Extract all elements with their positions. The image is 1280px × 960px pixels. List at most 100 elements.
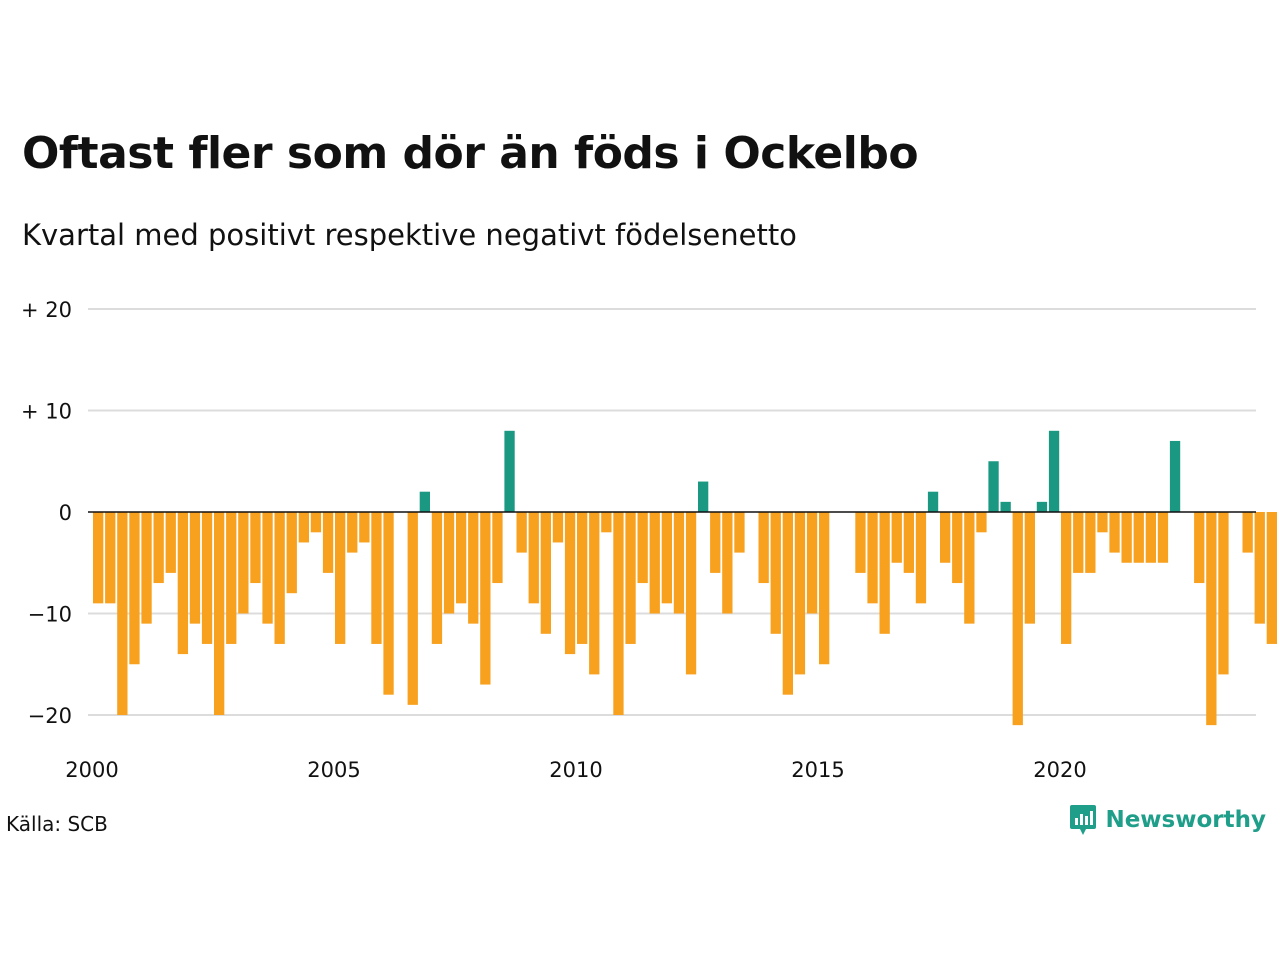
bar: [855, 512, 866, 573]
bar: [93, 512, 104, 604]
bar: [443, 512, 455, 614]
bar: [613, 512, 624, 715]
bar: [1133, 512, 1144, 563]
bar: [552, 512, 564, 543]
bar: [903, 512, 914, 573]
bar: [480, 512, 491, 685]
bar: [238, 512, 249, 614]
bar: [964, 512, 975, 624]
bar: [1048, 430, 1060, 512]
bar: [286, 512, 297, 594]
bar: [1145, 512, 1156, 563]
bar: [734, 512, 745, 553]
bar: [915, 512, 927, 604]
bar: [1061, 512, 1072, 644]
bar: [516, 512, 527, 553]
bar: [1000, 501, 1011, 512]
y-tick-label: −20: [28, 704, 72, 728]
axes: + 20 + 10 0 −10 −20 2000 2005 2010 2015 2020: [21, 298, 1256, 782]
y-tick-label: + 20: [21, 298, 72, 322]
bar: [177, 512, 188, 655]
bar: [141, 512, 152, 624]
bar: [649, 512, 660, 614]
bar: [577, 512, 588, 644]
x-tick-label: 2010: [549, 758, 602, 782]
x-tick-label: 2020: [1033, 758, 1086, 782]
bar: [722, 512, 733, 614]
bar: [1206, 512, 1217, 726]
bar: [1242, 512, 1253, 553]
bar: [1157, 512, 1169, 563]
bar: [1254, 512, 1265, 624]
bar: [1109, 512, 1120, 553]
y-tick-label: + 10: [21, 400, 72, 424]
bar: [201, 512, 213, 644]
bar: [661, 512, 672, 604]
bar: [347, 512, 358, 553]
bar: [383, 512, 394, 695]
bar: [468, 512, 479, 624]
bar: [504, 430, 515, 512]
bar: [782, 512, 793, 695]
bar: [867, 512, 878, 604]
bar: [988, 461, 999, 512]
bar: [940, 512, 951, 563]
bar: [129, 512, 140, 665]
bar: [625, 512, 636, 644]
bar: [1194, 512, 1205, 584]
bar: [770, 512, 781, 634]
bar: [794, 512, 806, 675]
x-tick-label: 2000: [65, 758, 118, 782]
brand-name: Newsworthy: [1105, 807, 1266, 833]
bar: [322, 512, 334, 573]
bar: [359, 512, 370, 543]
bar: [564, 512, 576, 655]
bar: [214, 512, 225, 715]
bar: [976, 512, 987, 533]
bar: [371, 512, 382, 644]
chart-title: Oftast fler som dör än föds i Ockelbo: [22, 128, 919, 179]
bar: [298, 512, 309, 543]
bar: [1024, 512, 1035, 624]
bar: [1073, 512, 1084, 573]
bar: [1085, 512, 1096, 573]
bar: [1012, 512, 1023, 726]
bar: [1121, 512, 1132, 563]
bar-chart: + 20 + 10 0 −10 −20 2000 2005 2010 2015 2020: [21, 298, 1277, 782]
bar: [165, 512, 176, 573]
bar: [407, 512, 418, 705]
newsworthy-logo: Newsworthy: [1069, 803, 1266, 837]
bar: [117, 512, 128, 715]
bar: [310, 512, 322, 533]
bar: [456, 512, 467, 604]
bar: [806, 512, 818, 614]
bar: [1036, 501, 1048, 512]
bar: [419, 491, 430, 512]
bar: [105, 512, 116, 604]
bars: [93, 430, 1277, 726]
bar: [262, 512, 273, 624]
bar: [250, 512, 261, 584]
x-tick-label: 2015: [791, 758, 844, 782]
bar: [528, 512, 539, 604]
source-note: Källa: SCB: [6, 812, 108, 836]
bar: [698, 481, 709, 512]
chart-subtitle: Kvartal med positivt respektive negativt…: [22, 218, 797, 252]
bar: [601, 512, 612, 533]
bar: [685, 512, 697, 675]
bar: [431, 512, 443, 644]
bar: [673, 512, 685, 614]
bar: [1218, 512, 1229, 675]
bar: [879, 512, 890, 634]
bar: [189, 512, 201, 624]
bar: [1097, 512, 1108, 533]
bar: [952, 512, 963, 584]
bar: [335, 512, 346, 644]
y-tick-label: 0: [59, 501, 72, 525]
y-tick-label: −10: [28, 603, 72, 627]
bar: [1266, 512, 1277, 644]
x-tick-label: 2005: [307, 758, 360, 782]
bar: [819, 512, 830, 665]
bar: [927, 491, 939, 512]
bar: [891, 512, 902, 563]
